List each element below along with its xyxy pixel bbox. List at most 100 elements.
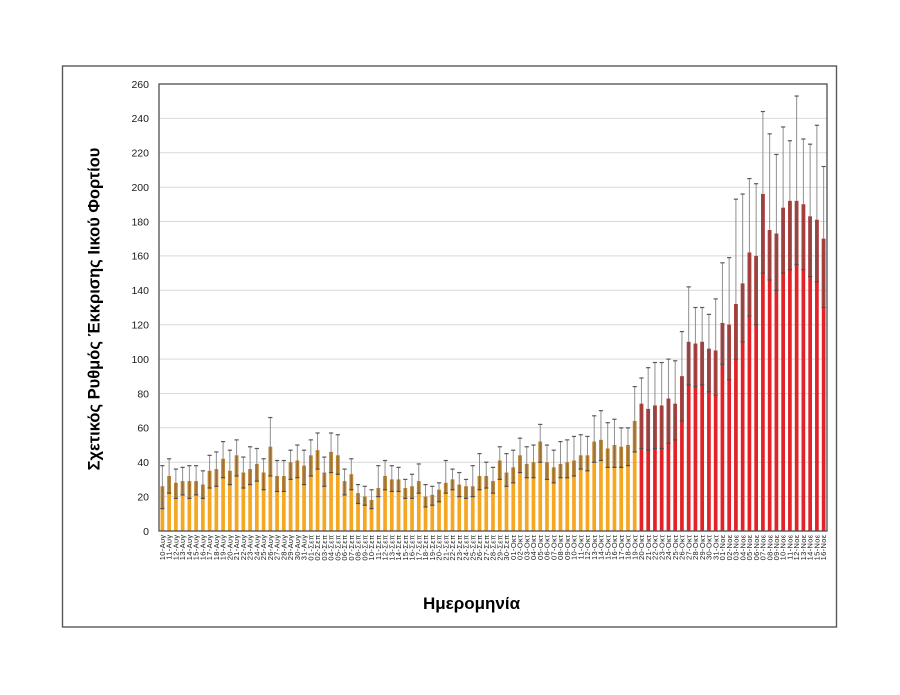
svg-text:10-Νοε: 10-Νοε	[779, 534, 788, 560]
svg-text:12-Νοε: 12-Νοε	[792, 534, 801, 560]
svg-text:15-Σεπ: 15-Σεπ	[401, 535, 410, 561]
svg-text:20-Σεπ: 20-Σεπ	[435, 535, 444, 561]
svg-text:11-Νοε: 11-Νοε	[785, 534, 794, 560]
svg-text:12-Αυγ: 12-Αυγ	[171, 535, 180, 561]
svg-text:14-Νοε: 14-Νοε	[806, 534, 815, 560]
svg-text:16-Οκτ: 16-Οκτ	[610, 535, 619, 561]
svg-text:03-Σεπ: 03-Σεπ	[320, 535, 329, 561]
svg-text:01-Οκτ: 01-Οκτ	[509, 535, 518, 561]
svg-text:06-Νοε: 06-Νοε	[752, 534, 761, 560]
svg-text:120: 120	[131, 320, 149, 332]
svg-text:100: 100	[131, 354, 149, 366]
svg-text:24-Αυγ: 24-Αυγ	[252, 535, 261, 561]
svg-text:30-Αυγ: 30-Αυγ	[293, 535, 302, 561]
svg-text:160: 160	[131, 251, 149, 263]
svg-text:19-Σεπ: 19-Σεπ	[428, 535, 437, 561]
svg-text:22-Οκτ: 22-Οκτ	[651, 535, 660, 561]
svg-text:16-Αυγ: 16-Αυγ	[198, 535, 207, 561]
svg-text:14-Αυγ: 14-Αυγ	[185, 535, 194, 561]
svg-text:29-Αυγ: 29-Αυγ	[286, 535, 295, 561]
svg-text:24-Σεπ: 24-Σεπ	[462, 535, 471, 561]
svg-text:240: 240	[131, 113, 149, 125]
svg-text:08-Οκτ: 08-Οκτ	[556, 535, 565, 561]
svg-text:26-Σεπ: 26-Σεπ	[475, 535, 484, 561]
svg-text:20-Οκτ: 20-Οκτ	[637, 535, 646, 561]
svg-text:16-Νοε: 16-Νοε	[819, 534, 828, 560]
svg-text:13-Οκτ: 13-Οκτ	[590, 535, 599, 561]
svg-text:21-Αυγ: 21-Αυγ	[232, 535, 241, 561]
svg-text:18-Σεπ: 18-Σεπ	[421, 535, 430, 561]
svg-text:04-Σεπ: 04-Σεπ	[327, 535, 336, 561]
svg-text:25-Σεπ: 25-Σεπ	[468, 535, 477, 561]
svg-text:12-Σεπ: 12-Σεπ	[381, 535, 390, 561]
svg-text:07-Οκτ: 07-Οκτ	[549, 535, 558, 561]
svg-text:23-Σεπ: 23-Σεπ	[455, 535, 464, 561]
svg-text:05-Οκτ: 05-Οκτ	[536, 535, 545, 561]
svg-text:01-Σεπ: 01-Σεπ	[306, 535, 315, 561]
svg-text:40: 40	[137, 457, 149, 469]
svg-text:23-Οκτ: 23-Οκτ	[657, 535, 666, 561]
svg-text:03-Νοε: 03-Νοε	[732, 534, 741, 560]
svg-text:10-Αυγ: 10-Αυγ	[158, 535, 167, 561]
svg-text:20: 20	[137, 491, 149, 503]
svg-text:25-Οκτ: 25-Οκτ	[671, 535, 680, 561]
svg-text:23-Αυγ: 23-Αυγ	[246, 535, 255, 561]
svg-text:09-Οκτ: 09-Οκτ	[563, 535, 572, 561]
svg-text:04-Οκτ: 04-Οκτ	[529, 535, 538, 561]
svg-text:16-Σεπ: 16-Σεπ	[408, 535, 417, 561]
svg-text:26-Αυγ: 26-Αυγ	[266, 535, 275, 561]
svg-text:09-Νοε: 09-Νοε	[772, 534, 781, 560]
svg-text:30-Οκτ: 30-Οκτ	[705, 535, 714, 561]
svg-text:06-Σεπ: 06-Σεπ	[340, 535, 349, 561]
svg-text:18-Οκτ: 18-Οκτ	[624, 535, 633, 561]
svg-text:21-Οκτ: 21-Οκτ	[644, 535, 653, 561]
svg-text:22-Αυγ: 22-Αυγ	[239, 535, 248, 561]
svg-text:15-Οκτ: 15-Οκτ	[603, 535, 612, 561]
svg-text:25-Αυγ: 25-Αυγ	[259, 535, 268, 561]
svg-text:260: 260	[131, 79, 149, 91]
svg-text:10-Σεπ: 10-Σεπ	[367, 535, 376, 561]
svg-text:02-Οκτ: 02-Οκτ	[516, 535, 525, 561]
svg-text:29-Σεπ: 29-Σεπ	[495, 535, 504, 561]
svg-text:28-Οκτ: 28-Οκτ	[691, 535, 700, 561]
svg-text:Σχετικός Ρυθμός Έκκρισης Ιικού: Σχετικός Ρυθμός Έκκρισης Ιικού Φορτίου	[86, 148, 104, 471]
svg-text:05-Νοε: 05-Νοε	[745, 534, 754, 560]
svg-text:17-Σεπ: 17-Σεπ	[414, 535, 423, 561]
svg-text:19-Αυγ: 19-Αυγ	[219, 535, 228, 561]
svg-text:18-Αυγ: 18-Αυγ	[212, 535, 221, 561]
svg-text:24-Οκτ: 24-Οκτ	[664, 535, 673, 561]
svg-text:02-Σεπ: 02-Σεπ	[313, 535, 322, 561]
svg-text:05-Σεπ: 05-Σεπ	[333, 535, 342, 561]
svg-text:12-Οκτ: 12-Οκτ	[583, 535, 592, 561]
svg-text:28-Αυγ: 28-Αυγ	[279, 535, 288, 561]
svg-text:09-Σεπ: 09-Σεπ	[360, 535, 369, 561]
svg-text:15-Νοε: 15-Νοε	[812, 534, 821, 560]
svg-text:17-Αυγ: 17-Αυγ	[205, 535, 214, 561]
svg-text:02-Νοε: 02-Νοε	[725, 534, 734, 560]
svg-text:28-Σεπ: 28-Σεπ	[489, 535, 498, 561]
svg-text:30-Σεπ: 30-Σεπ	[502, 535, 511, 561]
svg-text:29-Οκτ: 29-Οκτ	[698, 535, 707, 561]
svg-text:60: 60	[137, 423, 149, 435]
svg-text:21-Σεπ: 21-Σεπ	[441, 535, 450, 561]
svg-text:26-Οκτ: 26-Οκτ	[678, 535, 687, 561]
svg-text:14-Οκτ: 14-Οκτ	[597, 535, 606, 561]
svg-text:31-Οκτ: 31-Οκτ	[711, 535, 720, 561]
svg-text:08-Νοε: 08-Νοε	[765, 534, 774, 560]
svg-text:31-Αυγ: 31-Αυγ	[300, 535, 309, 561]
svg-text:11-Σεπ: 11-Σεπ	[374, 535, 383, 561]
svg-text:13-Νοε: 13-Νοε	[799, 534, 808, 560]
svg-text:06-Οκτ: 06-Οκτ	[543, 535, 552, 561]
svg-text:27-Αυγ: 27-Αυγ	[273, 535, 282, 561]
svg-text:07-Νοε: 07-Νοε	[759, 534, 768, 560]
svg-text:220: 220	[131, 148, 149, 160]
svg-text:200: 200	[131, 182, 149, 194]
svg-text:10-Οκτ: 10-Οκτ	[570, 535, 579, 561]
svg-text:20-Αυγ: 20-Αυγ	[225, 535, 234, 561]
svg-text:11-Οκτ: 11-Οκτ	[576, 535, 585, 560]
svg-text:01-Νοε: 01-Νοε	[718, 534, 727, 560]
svg-text:15-Αυγ: 15-Αυγ	[192, 535, 201, 561]
svg-text:Ημερομηνία: Ημερομηνία	[423, 594, 521, 613]
svg-text:03-Οκτ: 03-Οκτ	[522, 535, 531, 561]
svg-text:13-Σεπ: 13-Σεπ	[387, 535, 396, 561]
